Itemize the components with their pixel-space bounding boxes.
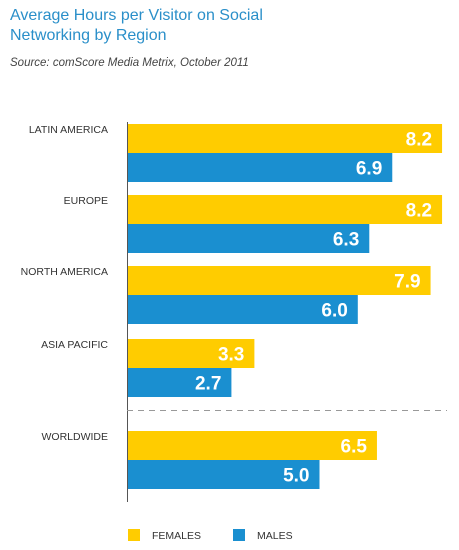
bar-females — [128, 339, 255, 368]
value-label: 3.3 — [218, 345, 244, 366]
bar-males — [128, 368, 232, 397]
chart-title-line1: Average Hours per Visitor on Social — [10, 7, 263, 24]
bars-layer: LATIN AMERICA 8.2 6.9 EUROPE 8.2 6.3 NORTH AME… — [21, 124, 443, 489]
value-label: 6.3 — [333, 230, 359, 251]
bar-females — [128, 195, 443, 224]
value-label: 7.9 — [394, 272, 420, 293]
value-label: 8.2 — [406, 201, 432, 222]
category-label: WORLDWIDE — [42, 431, 109, 443]
value-label: 5.0 — [283, 466, 309, 487]
legend: FEMALES MALES — [128, 529, 293, 542]
category-label: NORTH AMERICA — [21, 266, 108, 278]
value-label: 6.5 — [341, 437, 368, 458]
chart-subtitle: Source: comScore Media Metrix, October 2… — [10, 57, 249, 69]
chart-title: Average Hours per Visitor on Social Netw… — [10, 6, 450, 46]
chart-title-line2: Networking by Region — [10, 27, 167, 44]
value-label: 6.0 — [321, 301, 347, 322]
legend-label-males: MALES — [257, 530, 293, 542]
legend-label-females: FEMALES — [152, 530, 201, 542]
bar-females — [128, 124, 443, 153]
bar-males — [128, 295, 358, 324]
category-label: ASIA PACIFIC — [41, 339, 108, 351]
legend-swatch-females — [128, 529, 140, 541]
bar-males — [128, 153, 393, 182]
category-label: LATIN AMERICA — [29, 124, 108, 136]
category-label: EUROPE — [64, 195, 108, 207]
bar-males — [128, 460, 320, 489]
value-label: 8.2 — [406, 130, 432, 151]
bar-females — [128, 266, 431, 295]
value-label: 2.7 — [195, 374, 221, 395]
value-label: 6.9 — [356, 159, 382, 180]
bar-females — [128, 431, 377, 460]
bar-males — [128, 224, 370, 253]
legend-swatch-males — [233, 529, 245, 541]
